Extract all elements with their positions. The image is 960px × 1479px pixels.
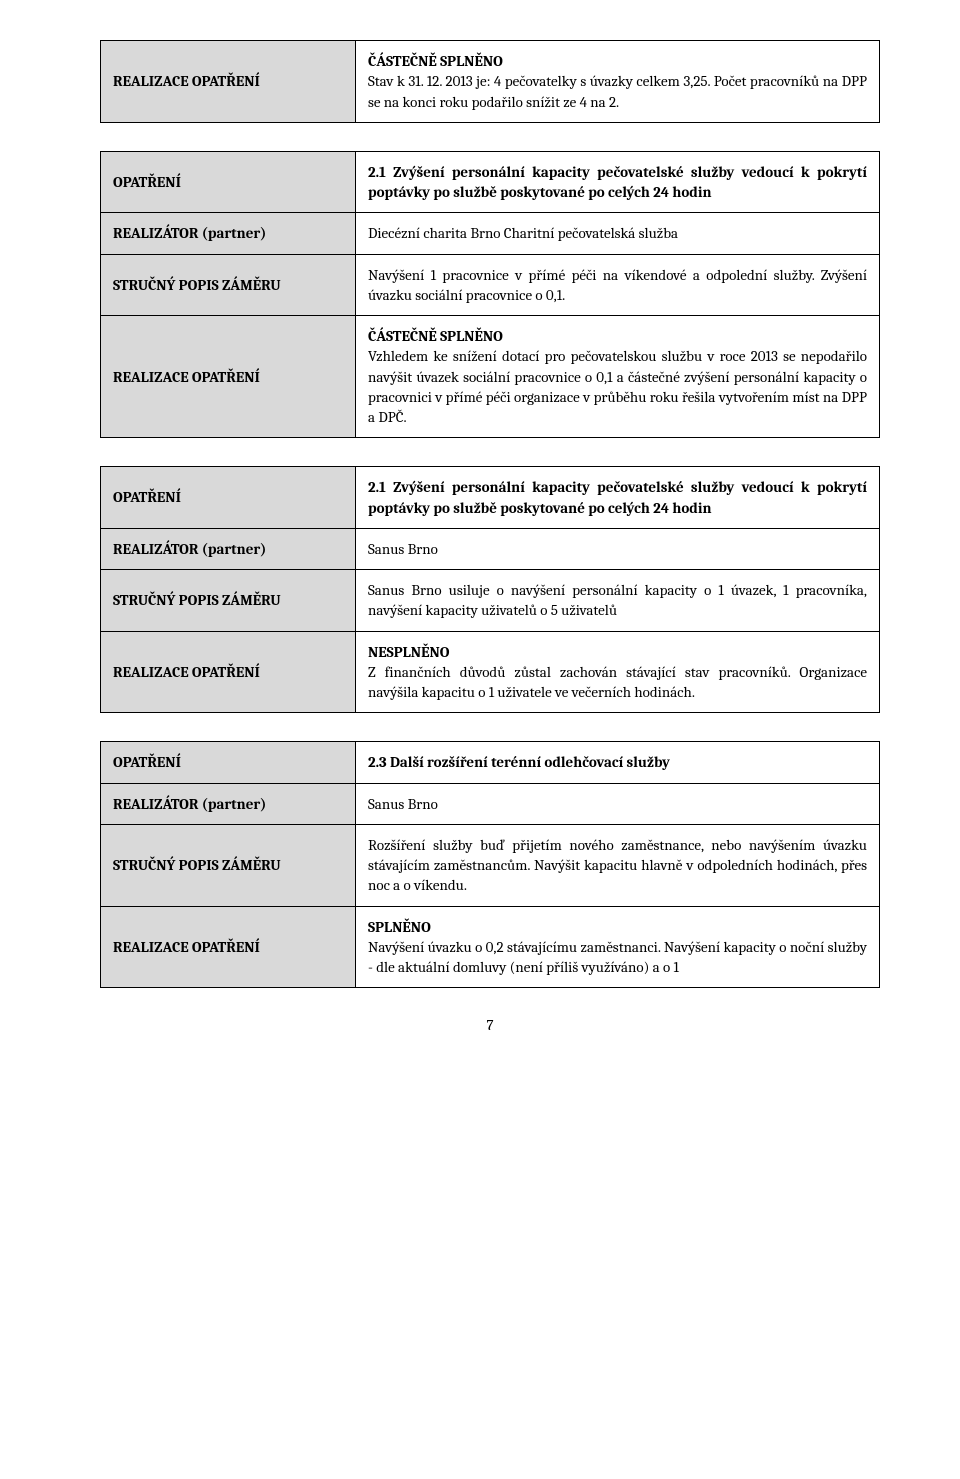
- body-text: Z finančních důvodů zůstal zachován stáv…: [368, 663, 867, 701]
- row-label-opatreni: OPATŘENÍ: [101, 467, 356, 529]
- body-text: Navýšení úvazku o 0,2 stávajícímu zaměst…: [368, 938, 867, 976]
- body-text: Vzhledem ke snížení dotací pro pečovatel…: [368, 347, 867, 426]
- row-label-realizator: REALIZÁTOR (partner): [101, 783, 356, 824]
- row-label-realizace: REALIZACE OPATŘENÍ: [101, 41, 356, 123]
- row-label-opatreni: OPATŘENÍ: [101, 151, 356, 213]
- row-content-realizator: Diecézní charita Brno Charitní pečovatel…: [356, 213, 880, 254]
- row-content-realizator: Sanus Brno: [356, 528, 880, 569]
- row-content-realizace: SPLNĚNO Navýšení úvazku o 0,2 stávajícím…: [356, 906, 880, 988]
- status-text: ČÁSTEČNĚ SPLNĚNO: [368, 51, 867, 71]
- row-label-zamer: STRUČNÝ POPIS ZÁMĚRU: [101, 570, 356, 632]
- row-label-realizace: REALIZACE OPATŘENÍ: [101, 316, 356, 438]
- row-label-zamer: STRUČNÝ POPIS ZÁMĚRU: [101, 254, 356, 316]
- row-content-zamer: Sanus Brno usiluje o navýšení personální…: [356, 570, 880, 632]
- opatreni-title: 2.1 Zvýšení personální kapacity pečovate…: [368, 163, 867, 201]
- row-label-realizace: REALIZACE OPATŘENÍ: [101, 631, 356, 713]
- row-content-realizace: ČÁSTEČNĚ SPLNĚNO Stav k 31. 12. 2013 je:…: [356, 41, 880, 123]
- status-text: SPLNĚNO: [368, 917, 867, 937]
- row-content-opatreni: 2.3 Další rozšíření terénní odlehčovací …: [356, 742, 880, 783]
- opatreni-title: 2.3 Další rozšíření terénní odlehčovací …: [368, 753, 670, 771]
- row-content-opatreni: 2.1 Zvýšení personální kapacity pečovate…: [356, 151, 880, 213]
- row-label-realizator: REALIZÁTOR (partner): [101, 213, 356, 254]
- status-text: ČÁSTEČNĚ SPLNĚNO: [368, 326, 867, 346]
- row-label-zamer: STRUČNÝ POPIS ZÁMĚRU: [101, 824, 356, 906]
- row-content-realizator: Sanus Brno: [356, 783, 880, 824]
- row-label-opatreni: OPATŘENÍ: [101, 742, 356, 783]
- opatreni-title: 2.1 Zvýšení personální kapacity pečovate…: [368, 478, 867, 516]
- row-content-zamer: Navýšení 1 pracovnice v přímé péči na ví…: [356, 254, 880, 316]
- body-text: Stav k 31. 12. 2013 je: 4 pečovatelky s …: [368, 72, 867, 110]
- row-content-zamer: Rozšíření služby buď přijetím nového zam…: [356, 824, 880, 906]
- status-text: NESPLNĚNO: [368, 642, 867, 662]
- row-content-realizace: ČÁSTEČNĚ SPLNĚNO Vzhledem ke snížení dot…: [356, 316, 880, 438]
- row-content-realizace: NESPLNĚNO Z finančních důvodů zůstal zac…: [356, 631, 880, 713]
- row-label-realizace: REALIZACE OPATŘENÍ: [101, 906, 356, 988]
- row-content-opatreni: 2.1 Zvýšení personální kapacity pečovate…: [356, 467, 880, 529]
- page-number: 7: [100, 1016, 880, 1034]
- row-label-realizator: REALIZÁTOR (partner): [101, 528, 356, 569]
